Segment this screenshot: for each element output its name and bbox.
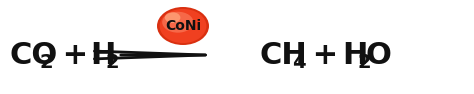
Text: H: H [90,41,115,69]
Ellipse shape [162,12,193,33]
Text: H: H [342,41,367,69]
Text: 2: 2 [358,53,372,72]
Text: +: + [52,41,99,69]
Text: O: O [366,41,392,69]
Ellipse shape [157,7,209,45]
Text: 2: 2 [106,53,119,72]
Text: +: + [302,41,349,69]
Text: CoNi: CoNi [165,19,201,33]
Text: CO: CO [10,41,58,69]
Ellipse shape [165,12,181,23]
Text: 2: 2 [40,53,54,72]
Ellipse shape [160,9,206,43]
Text: CH: CH [260,41,308,69]
Text: 4: 4 [292,53,306,72]
